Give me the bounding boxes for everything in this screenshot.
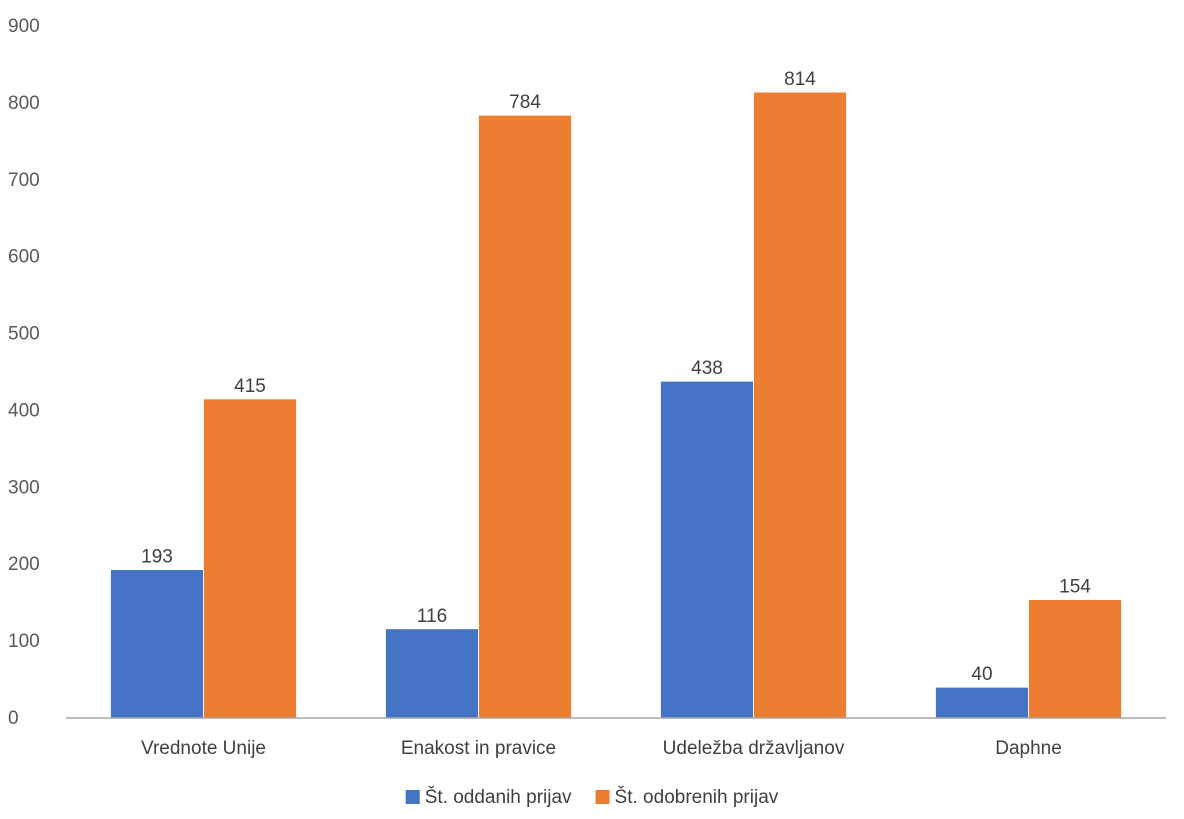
bar-submitted <box>935 686 1029 719</box>
bar-approved <box>753 91 847 719</box>
x-axis-tick-labels: Vrednote Unije Enakost in pravice Udeležba… <box>141 738 1062 759</box>
data-label: 154 <box>1059 577 1091 598</box>
y-axis-ticks: 0 100 200 300 400 500 600 700 800 900 <box>8 16 40 729</box>
x-tick-label: Udeležba državljanov <box>663 738 845 759</box>
y-tick-label: 900 <box>8 16 40 37</box>
y-tick-label: 600 <box>8 247 40 268</box>
bar-approved <box>203 398 297 719</box>
x-tick-label: Enakost in pravice <box>401 738 556 759</box>
legend-label: Št. odobrenih prijav <box>615 786 779 808</box>
data-label: 193 <box>141 547 173 568</box>
legend-label: Št. oddanih prijav <box>425 786 572 808</box>
legend-swatch <box>405 790 420 804</box>
data-label: 438 <box>691 358 723 379</box>
bar-submitted <box>385 628 479 719</box>
x-tick-label: Daphne <box>995 738 1062 759</box>
bar-submitted <box>110 569 204 719</box>
y-tick-label: 700 <box>8 170 40 191</box>
y-tick-label: 500 <box>8 324 40 345</box>
bar-approved <box>478 114 572 719</box>
bar-approved <box>1028 599 1122 719</box>
bars-group <box>110 91 1122 719</box>
y-tick-label: 400 <box>8 400 40 421</box>
y-tick-label: 100 <box>8 631 40 652</box>
y-tick-label: 800 <box>8 93 40 114</box>
y-tick-label: 200 <box>8 554 40 575</box>
y-tick-label: 300 <box>8 477 40 498</box>
legend: Št. oddanih prijav Št. odobrenih prijav <box>405 786 779 808</box>
data-label: 784 <box>509 92 541 113</box>
x-tick-label: Vrednote Unije <box>141 738 266 759</box>
legend-swatch <box>595 790 610 804</box>
legend-item: Št. odobrenih prijav <box>595 786 779 808</box>
data-label: 814 <box>784 69 816 90</box>
legend-item: Št. oddanih prijav <box>405 786 572 808</box>
data-label: 40 <box>971 664 992 685</box>
y-tick-label: 0 <box>8 708 19 729</box>
bar-submitted <box>660 380 754 719</box>
data-label: 116 <box>417 606 447 627</box>
data-label: 415 <box>234 376 266 397</box>
data-labels-group: 193 415 116 784 438 814 40 154 <box>141 69 1091 685</box>
